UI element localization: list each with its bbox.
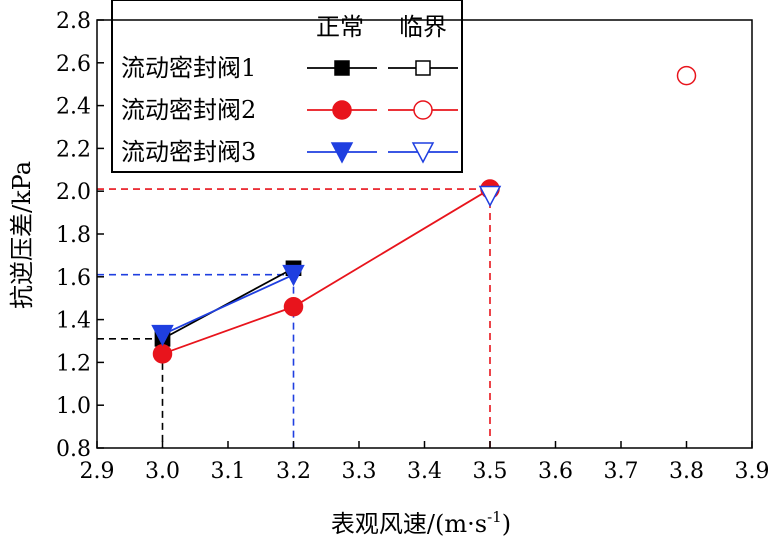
x-tick-label-5: 3.3	[342, 459, 377, 484]
x-tick-label-2: 3.0	[145, 459, 180, 484]
y-tick-label-11: 2.8	[56, 9, 91, 34]
y-tick-label-2: 1.0	[56, 394, 91, 419]
series-line-3	[162, 273, 294, 336]
y-tick-label-4: 1.4	[56, 309, 91, 334]
legend-marker-critical-1	[415, 60, 431, 76]
y-tick-label-5: 1.6	[56, 266, 91, 291]
normal-point-2-2	[283, 297, 304, 317]
y-tick-label-9: 2.4	[56, 95, 91, 120]
x-tick-label-8: 3.6	[538, 459, 573, 484]
x-tick-label-7: 3.5	[473, 459, 508, 484]
normal-point-2-1	[152, 344, 173, 364]
critical-point-3-1	[478, 185, 502, 208]
legend-marker-critical-2	[413, 100, 433, 120]
x-axis-label-end: )	[502, 510, 511, 538]
legend-header-normal: 正常	[316, 13, 364, 41]
legend-label-1: 流动密封阀1	[121, 54, 256, 82]
x-axis-label: 表观风速/(m·s-1)	[331, 508, 511, 538]
critical-point-2-1	[676, 65, 697, 86]
series-layer	[151, 65, 697, 364]
legend-box	[111, 0, 463, 173]
legend-marker-normal-2	[332, 100, 352, 120]
x-tick-label-9: 3.7	[604, 459, 639, 484]
legend-label-3: 流动密封阀3	[121, 138, 256, 166]
legend-marker-critical-3	[411, 142, 435, 164]
x-tick-label-11: 3.9	[735, 459, 768, 484]
legend-header-critical: 临界	[399, 13, 447, 41]
reference-lines	[97, 188, 491, 448]
x-tick-label-4: 3.2	[276, 459, 311, 484]
y-tick-label-10: 2.6	[56, 52, 91, 77]
x-tick-label-10: 3.8	[669, 459, 704, 484]
series-line-1	[162, 267, 294, 340]
normal-point-3-1	[151, 324, 174, 347]
legend-marker-normal-1	[334, 60, 350, 76]
ticks: 2.9 3.0 3.1 3.2 3.3 3.4 3.5 3.6 3.7 3.8 3.9 0.8 1.0 1…	[56, 9, 768, 484]
x-tick-label-6: 3.4	[407, 459, 442, 484]
y-tick-label-6: 1.8	[56, 223, 91, 248]
normal-point-3-2	[282, 264, 305, 287]
y-tick-label-1: 0.8	[56, 437, 91, 462]
y-tick-label-3: 1.2	[56, 351, 91, 376]
series-line-2	[162, 188, 491, 355]
x-axis-label-sup: -1	[487, 508, 502, 526]
y-tick-label-8: 2.2	[56, 137, 91, 162]
legend-marker-normal-3	[330, 142, 354, 164]
legend-label-2: 流动密封阀2	[121, 96, 256, 124]
x-axis-label-main: 表观风速/(m·s	[331, 510, 487, 538]
x-tick-label-1: 2.9	[80, 459, 115, 484]
y-axis-label: 抗逆压差/kPa	[8, 161, 36, 309]
x-tick-label-3: 3.1	[211, 459, 246, 484]
y-tick-label-7: 2.0	[56, 180, 91, 205]
